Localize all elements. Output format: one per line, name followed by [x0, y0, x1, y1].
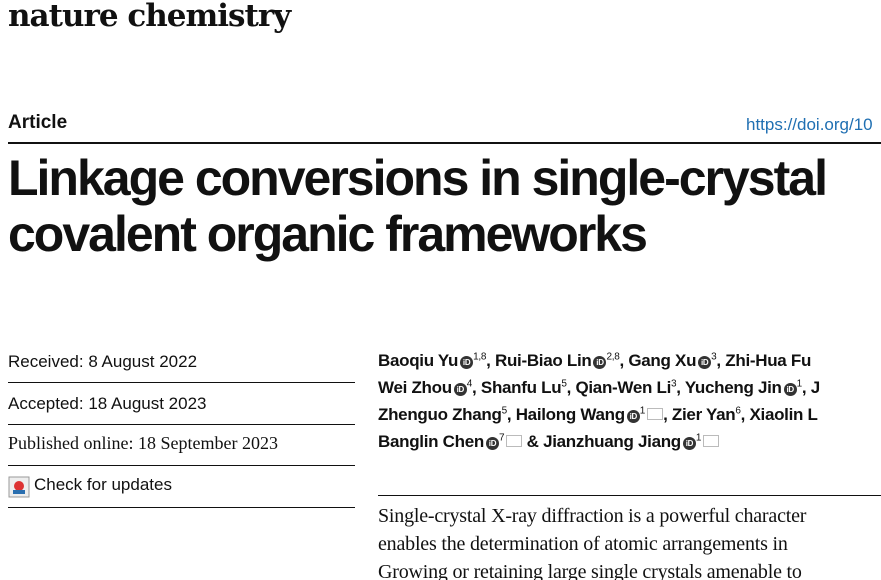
author-name: Xiaolin L — [749, 405, 818, 424]
accepted: Accepted: 18 August 2023 — [8, 394, 207, 413]
affiliation: 4 — [466, 378, 473, 390]
affiliation: 3 — [711, 351, 717, 363]
affiliation: 7 — [498, 432, 505, 444]
author-name: Hailong Wang — [515, 405, 625, 424]
orcid-icon[interactable]: iD — [460, 356, 474, 369]
orcid-icon[interactable]: iD — [453, 383, 467, 396]
rule — [8, 382, 355, 383]
affiliation: 5 — [501, 405, 508, 417]
author-line: Baoqiu Yu iD1,8, Rui-Biao Lin iD2,8, Gang … — [378, 351, 811, 371]
author-name: Rui-Biao Lin — [494, 351, 592, 370]
title-line: Linkage conversions in single-crystal — [8, 150, 828, 206]
separator: , — [716, 351, 726, 370]
separator: , — [619, 351, 629, 370]
affiliation: 1 — [639, 405, 646, 417]
author-name: Zhenguo Zhang — [378, 405, 502, 424]
author-name: Gang Xu — [628, 351, 697, 370]
affiliation: 3 — [671, 378, 677, 390]
doi-link[interactable]: https://doi.org/10 — [746, 115, 873, 134]
received: Received: 8 August 2022 — [8, 352, 198, 371]
author-name: Zier Yan — [671, 405, 736, 424]
separator: & — [522, 432, 544, 451]
abstract-line: Single-crystal X-ray diffraction is a po… — [378, 505, 807, 527]
affiliation: 1 — [695, 432, 702, 444]
author-name: Zhi-Hua Fu — [725, 351, 812, 370]
check-updates[interactable]: Check for updates — [34, 475, 172, 494]
orcid-icon[interactable]: iD — [626, 410, 640, 423]
separator: , — [506, 405, 516, 424]
abstract-line: enables the determination of atomic arra… — [378, 533, 788, 555]
author-name: Banglin Chen — [378, 432, 484, 451]
orcid-icon[interactable]: iD — [485, 437, 499, 450]
affiliation: 6 — [735, 405, 741, 417]
author-line: Zhenguo Zhang5, Hailong Wang iD1, Zier Ya… — [378, 405, 818, 425]
author-name: Qian-Wen Li — [575, 378, 671, 397]
published: Published online: 18 September 2023 — [8, 433, 278, 453]
title-line: covalent organic frameworks — [8, 206, 648, 262]
affiliation: 1,8 — [473, 351, 487, 363]
author-name: Baoqiu Yu — [378, 351, 459, 370]
separator: , J — [801, 378, 820, 397]
rule — [8, 507, 355, 508]
affiliation: 5 — [561, 378, 567, 390]
affiliation: 2,8 — [606, 351, 620, 363]
author-name: Jianzhuang Jiang — [543, 432, 681, 451]
rule — [378, 495, 881, 496]
author-name: Shanfu Lu — [480, 378, 562, 397]
author-line: Banglin Chen iD7 & Jianzhuang Jiang iD1 — [378, 432, 720, 452]
orcid-icon[interactable]: iD — [698, 356, 712, 369]
orcid-icon[interactable]: iD — [783, 383, 797, 396]
rule — [8, 424, 355, 425]
rule — [8, 142, 881, 144]
orcid-icon[interactable]: iD — [593, 356, 607, 369]
separator: , — [663, 405, 672, 424]
article-type: Article — [8, 112, 68, 133]
journal-name: nature chemistry — [8, 0, 291, 34]
email-icon[interactable] — [703, 435, 720, 447]
separator: , — [486, 351, 495, 370]
orcid-icon[interactable]: iD — [682, 437, 696, 450]
update-icon[interactable] — [8, 476, 30, 498]
separator: , — [676, 378, 685, 397]
abstract-line: Growing or retaining large single crysta… — [378, 561, 802, 580]
separator: , — [740, 405, 750, 424]
email-icon[interactable] — [506, 435, 523, 447]
separator: , — [472, 378, 481, 397]
author-name: Yucheng Jin — [684, 378, 782, 397]
rule — [8, 465, 355, 466]
author-name: Wei Zhou — [378, 378, 452, 397]
separator: , — [566, 378, 576, 397]
email-icon[interactable] — [647, 408, 664, 420]
author-line: Wei Zhou iD4, Shanfu Lu5, Qian-Wen Li3, Y… — [378, 378, 820, 398]
affiliation: 1 — [796, 378, 803, 390]
